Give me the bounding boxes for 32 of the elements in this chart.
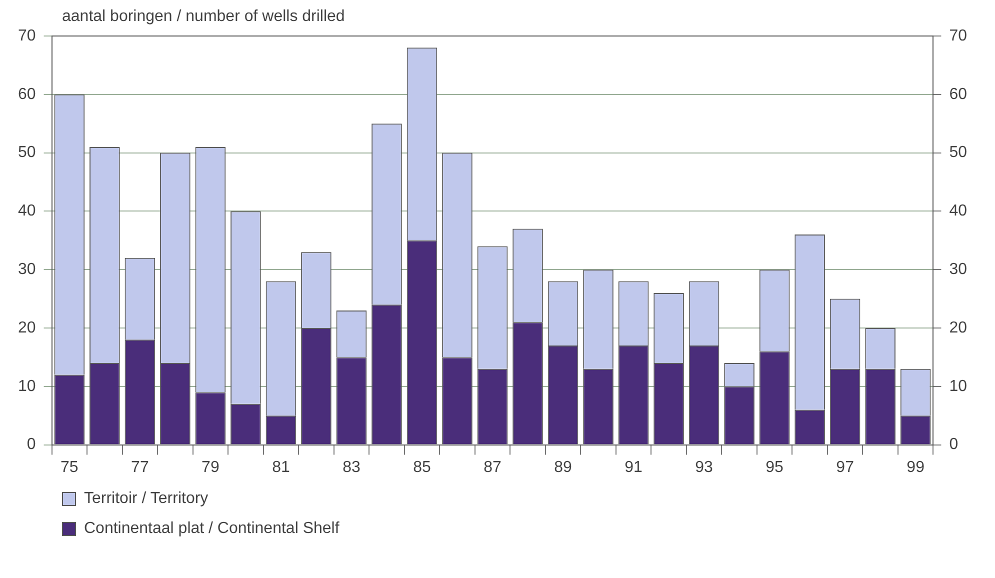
x-tick-label: 87	[484, 458, 502, 476]
y2-tick-label: 30	[949, 261, 968, 278]
y2-tick-label: 70	[949, 27, 968, 44]
y-tick-label: 10	[18, 378, 36, 395]
legend-label: Territoir / Territory	[84, 490, 208, 508]
y-tick-label: 60	[18, 86, 36, 103]
x-tick-label: 97	[836, 458, 854, 476]
x-tick-label: 89	[554, 458, 572, 476]
x-tick-label: 79	[202, 458, 220, 476]
x-tick-label: 91	[624, 458, 643, 476]
x-tick-label: 81	[272, 458, 290, 476]
x-tick-label: 85	[413, 458, 431, 476]
y2-tick-label: 10	[949, 378, 968, 395]
x-tick-label: 99	[906, 458, 925, 476]
y-tick-label: 0	[26, 436, 36, 454]
x-tick-label: 95	[766, 458, 784, 476]
y-tick-label: 20	[18, 319, 36, 336]
y-tick-label: 40	[18, 202, 36, 220]
y2-tick-label: 60	[949, 86, 968, 103]
y-axis-title: aantal boringen / number of wells drilled	[62, 8, 345, 26]
legend-label: Continentaal plat / Continental Shelf	[84, 520, 340, 538]
y2-tick-label: 50	[949, 144, 968, 162]
x-tick-label: 77	[131, 458, 149, 476]
y-tick-label: 30	[18, 261, 36, 278]
x-tick-label: 83	[342, 458, 360, 476]
x-tick-label: 93	[695, 458, 714, 476]
y2-tick-label: 0	[949, 436, 958, 454]
y-tick-label: 70	[18, 27, 36, 44]
y2-tick-label: 20	[949, 319, 968, 336]
y-tick-label: 50	[18, 144, 36, 162]
x-tick-label: 75	[60, 458, 78, 476]
y2-tick-label: 40	[949, 202, 968, 220]
